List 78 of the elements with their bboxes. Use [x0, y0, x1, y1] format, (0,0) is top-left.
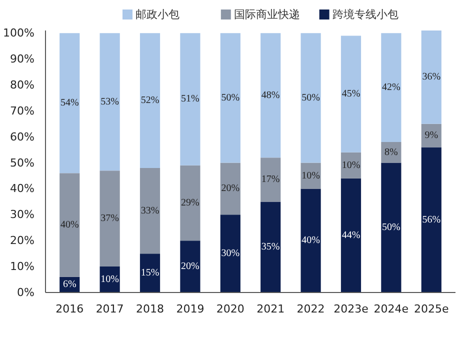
bar [260, 202, 281, 292]
data-label: 40% [60, 220, 79, 231]
x-tick-label: 2019 [176, 302, 204, 316]
bar [140, 33, 160, 168]
x-tick-label: 2018 [136, 302, 164, 316]
bar [180, 33, 200, 166]
y-tick-label: 50% [10, 156, 35, 170]
bar [381, 162, 402, 292]
y-tick-label: 10% [10, 260, 35, 274]
data-label: 52% [140, 95, 160, 106]
bar [180, 240, 200, 292]
data-label: 10% [302, 170, 320, 182]
bar [140, 254, 160, 292]
y-tick-label: 80% [10, 78, 35, 92]
y-tick-label: 20% [10, 234, 35, 248]
x-tick-label: 2023e [334, 302, 369, 316]
bar [220, 214, 240, 292]
y-tick-label: 40% [10, 182, 35, 196]
x-tick-label: 2022 [296, 302, 325, 316]
bar [340, 36, 362, 152]
legend-label: 国际商业快递 [234, 8, 300, 21]
data-label: 37% [100, 213, 119, 224]
bar [421, 147, 442, 292]
bar [100, 33, 120, 171]
legend-label: 邮政小包 [136, 8, 180, 21]
bar [381, 33, 402, 142]
x-tick-label: 2016 [56, 302, 84, 316]
bar [100, 170, 120, 267]
y-tick-label: 0% [17, 286, 34, 299]
x-tick-label: 2017 [96, 302, 124, 316]
data-label: 6% [62, 279, 76, 290]
data-label: 10% [342, 160, 360, 171]
data-label: 17% [261, 174, 280, 186]
data-label: 50% [382, 222, 400, 234]
x-tick-label: 2025e [414, 302, 449, 316]
data-label: 54% [60, 98, 79, 109]
legend-label: 跨境专线小包 [332, 8, 398, 21]
y-tick-label: 90% [10, 52, 35, 66]
data-label: 51% [181, 94, 200, 105]
data-label: 44% [342, 230, 360, 241]
bar [180, 165, 200, 241]
bar [300, 33, 321, 163]
data-label: 30% [221, 248, 240, 260]
data-label: 50% [221, 92, 240, 104]
x-tick-label: 2020 [216, 302, 244, 316]
data-label: 36% [422, 72, 441, 83]
y-tick-label: 100% [3, 26, 35, 40]
bar [260, 158, 281, 202]
x-tick-label: 2024e [374, 302, 409, 316]
x-tick-label: 2021 [256, 302, 285, 316]
data-label: 45% [342, 88, 360, 100]
data-label: 20% [181, 261, 200, 272]
bar [220, 33, 240, 163]
y-tick-label: 70% [10, 104, 35, 118]
data-label: 42% [382, 82, 400, 94]
data-label: 50% [302, 92, 320, 104]
data-label: 48% [261, 90, 280, 101]
data-label: 29% [181, 198, 200, 209]
data-label: 35% [261, 242, 280, 253]
data-label: 20% [221, 183, 240, 194]
y-tick-label: 60% [10, 130, 35, 144]
data-label: 53% [100, 96, 119, 108]
bar [340, 178, 362, 292]
bar [421, 30, 442, 124]
bar [220, 162, 240, 215]
data-label: 40% [302, 235, 320, 246]
data-label: 33% [140, 205, 160, 216]
data-label: 10% [100, 274, 119, 286]
bar [260, 33, 281, 158]
bar [140, 168, 160, 254]
data-label: 9% [424, 130, 438, 142]
bar [60, 33, 80, 174]
data-label: 15% [140, 268, 160, 279]
data-label: 8% [384, 146, 398, 158]
y-tick-label: 30% [10, 208, 35, 222]
bar [300, 188, 321, 292]
data-label: 56% [422, 214, 441, 226]
bar [60, 173, 80, 277]
